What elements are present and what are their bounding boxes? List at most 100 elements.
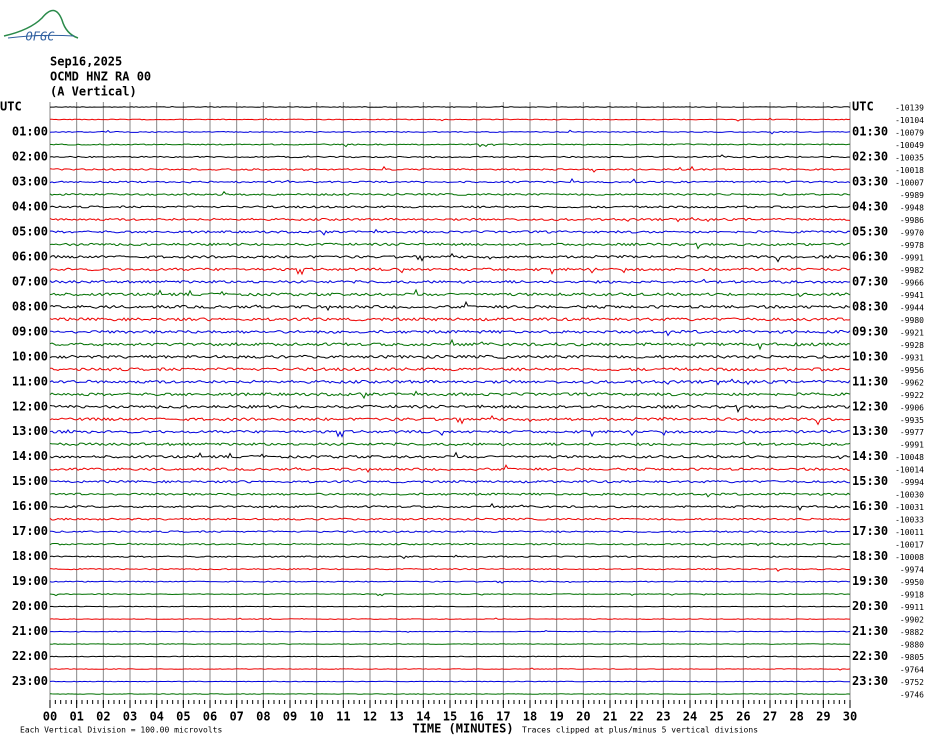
trace bbox=[50, 105, 851, 109]
row-offset: -9921 bbox=[900, 328, 924, 337]
row-offset: -10018 bbox=[895, 166, 924, 175]
x-tick-label: 23 bbox=[656, 710, 670, 724]
row-label-left: 16:00 bbox=[12, 499, 48, 513]
row-offset: -9970 bbox=[900, 228, 924, 237]
trace bbox=[49, 165, 851, 173]
x-tick-label: 05 bbox=[176, 710, 190, 724]
row-label-left: 08:00 bbox=[12, 299, 48, 313]
x-tick-label: 04 bbox=[149, 710, 163, 724]
x-tick-label: 27 bbox=[763, 710, 777, 724]
x-tick-label: 25 bbox=[709, 710, 723, 724]
row-offset: -9805 bbox=[900, 653, 924, 662]
row-label-left: 22:00 bbox=[12, 649, 48, 663]
row-offset: -9950 bbox=[900, 578, 924, 587]
row-offset: -9991 bbox=[900, 441, 924, 450]
row-label-left: UTC bbox=[0, 100, 22, 114]
x-tick-label: 11 bbox=[336, 710, 350, 724]
trace bbox=[49, 617, 850, 620]
row-offset: -9966 bbox=[900, 278, 924, 287]
row-offset: -9906 bbox=[900, 403, 924, 412]
x-tick-label: 01 bbox=[69, 710, 83, 724]
x-tick-label: 12 bbox=[363, 710, 377, 724]
row-offset: -10011 bbox=[895, 528, 924, 537]
trace bbox=[49, 178, 851, 184]
row-label-left: 01:00 bbox=[12, 124, 48, 138]
x-tick-label: 13 bbox=[389, 710, 403, 724]
row-offset: -10007 bbox=[895, 178, 924, 187]
trace bbox=[49, 378, 851, 386]
row-offset: -9982 bbox=[900, 266, 924, 275]
trace bbox=[49, 517, 851, 521]
trace bbox=[49, 154, 851, 159]
trace bbox=[49, 288, 851, 298]
component: (A Vertical) bbox=[50, 85, 137, 99]
row-offset: -9764 bbox=[900, 666, 924, 675]
trace bbox=[49, 300, 851, 312]
trace bbox=[49, 579, 851, 584]
row-label-left: 11:00 bbox=[12, 374, 48, 388]
row-offset: -9931 bbox=[900, 353, 924, 362]
row-offset: -9880 bbox=[900, 641, 924, 650]
row-label-left: 03:00 bbox=[12, 174, 48, 188]
row-label-right: 14:30 bbox=[852, 449, 888, 463]
x-tick-label: 30 bbox=[843, 710, 857, 724]
x-tick-label: 21 bbox=[603, 710, 617, 724]
row-offset: -10031 bbox=[895, 503, 924, 512]
row-offset: -9974 bbox=[900, 566, 924, 575]
row-offset: -10030 bbox=[895, 491, 924, 500]
trace bbox=[49, 693, 851, 695]
x-axis-label: TIME (MINUTES) bbox=[412, 722, 513, 736]
x-tick-label: 17 bbox=[496, 710, 510, 724]
x-tick-label: 18 bbox=[523, 710, 537, 724]
row-label-left: 19:00 bbox=[12, 574, 48, 588]
row-label-left: 17:00 bbox=[12, 524, 48, 538]
trace bbox=[49, 317, 851, 322]
title: Sep16,2025 bbox=[50, 55, 122, 69]
trace bbox=[50, 530, 851, 534]
x-tick-label: 10 bbox=[309, 710, 323, 724]
trace bbox=[49, 629, 851, 633]
row-label-right: 12:30 bbox=[852, 399, 888, 413]
row-offset: -9918 bbox=[900, 591, 924, 600]
row-offset: -9911 bbox=[900, 603, 924, 612]
row-offset: -9935 bbox=[900, 416, 924, 425]
row-label-right: 15:30 bbox=[852, 474, 888, 488]
trace bbox=[49, 554, 851, 560]
row-offset: -10014 bbox=[895, 466, 924, 475]
trace bbox=[49, 390, 851, 400]
row-offset: -9746 bbox=[900, 691, 924, 700]
trace bbox=[49, 441, 851, 447]
trace bbox=[49, 643, 850, 645]
row-label-right: UTC bbox=[852, 100, 874, 114]
trace bbox=[49, 464, 851, 473]
row-offset: -9978 bbox=[900, 241, 924, 250]
trace bbox=[49, 228, 851, 236]
row-label-left: 10:00 bbox=[12, 349, 48, 363]
trace bbox=[49, 680, 851, 683]
subtitle: OCMD HNZ RA 00 bbox=[50, 70, 151, 84]
trace bbox=[49, 593, 851, 597]
trace bbox=[49, 216, 851, 223]
trace bbox=[49, 205, 851, 209]
trace bbox=[49, 479, 851, 484]
row-offset: -10049 bbox=[895, 141, 924, 150]
row-label-right: 22:30 bbox=[852, 649, 888, 663]
row-label-left: 07:00 bbox=[12, 274, 48, 288]
trace bbox=[49, 655, 851, 658]
trace bbox=[49, 492, 851, 498]
row-label-left: 02:00 bbox=[12, 149, 48, 163]
row-label-left: 20:00 bbox=[12, 599, 48, 613]
x-tick-label: 07 bbox=[229, 710, 243, 724]
row-offset: -10048 bbox=[895, 453, 924, 462]
trace bbox=[49, 451, 851, 460]
x-tick-label: 29 bbox=[816, 710, 830, 724]
row-label-right: 08:30 bbox=[852, 299, 888, 313]
row-label-right: 21:30 bbox=[852, 624, 888, 638]
row-label-right: 23:30 bbox=[852, 674, 888, 688]
row-label-left: 15:00 bbox=[12, 474, 48, 488]
row-offset: -9977 bbox=[900, 428, 924, 437]
x-tick-label: 28 bbox=[789, 710, 803, 724]
row-offset: -9922 bbox=[900, 391, 924, 400]
x-tick-label: 24 bbox=[683, 710, 697, 724]
trace bbox=[49, 567, 851, 572]
